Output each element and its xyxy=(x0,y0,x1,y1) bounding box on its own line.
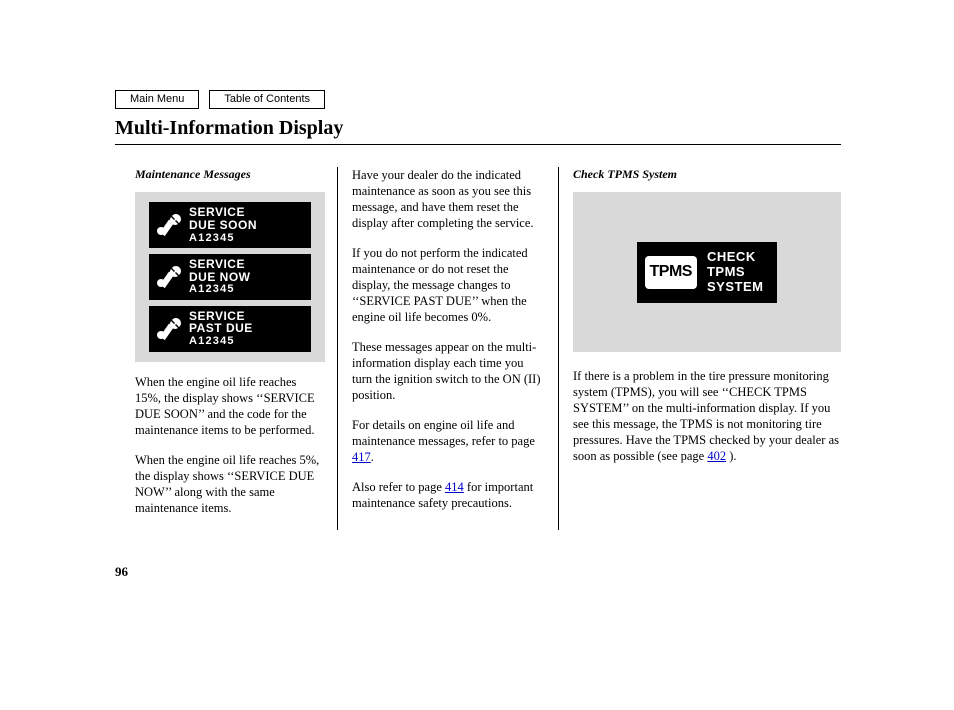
main-menu-button[interactable]: Main Menu xyxy=(115,90,199,109)
service-due-now-tile: SERVICE DUE NOW A12345 xyxy=(149,254,311,300)
column-3: Check TPMS System TPMS CHECK TPMS SYSTEM… xyxy=(559,167,841,530)
col2-p4b: . xyxy=(371,450,374,464)
heading-maintenance: Maintenance Messages xyxy=(135,167,325,182)
tpms-tile: TPMS CHECK TPMS SYSTEM xyxy=(637,242,778,303)
col2-p5: Also refer to page 414 for important mai… xyxy=(352,479,544,511)
content-columns: Maintenance Messages SERVICE DUE SOON A1… xyxy=(115,167,841,530)
svc-code: A12345 xyxy=(189,336,253,348)
column-2: Have your dealer do the indicated mainte… xyxy=(337,167,559,530)
toc-button[interactable]: Table of Contents xyxy=(209,90,325,109)
svc-line2: DUE NOW xyxy=(189,271,251,284)
page-link-414[interactable]: 414 xyxy=(445,480,464,494)
manual-page: Main Menu Table of Contents Multi-Inform… xyxy=(115,90,841,580)
service-past-due-tile: SERVICE PAST DUE A12345 xyxy=(149,306,311,352)
svc-line1: SERVICE xyxy=(189,258,251,271)
wrench-icon xyxy=(155,213,189,237)
col3-p1a: If there is a problem in the tire pressu… xyxy=(573,369,839,463)
title-rule xyxy=(115,144,841,145)
wrench-icon xyxy=(155,265,189,289)
svc-line2: DUE SOON xyxy=(189,219,257,232)
page-link-417[interactable]: 417 xyxy=(352,450,371,464)
service-due-soon-tile: SERVICE DUE SOON A12345 xyxy=(149,202,311,248)
col1-p2: When the engine oil life reaches 5%, the… xyxy=(135,452,325,516)
col3-p1: If there is a problem in the tire pressu… xyxy=(573,368,841,464)
service-text: SERVICE PAST DUE A12345 xyxy=(189,310,253,348)
service-display: SERVICE DUE SOON A12345 SERVICE DUE NOW … xyxy=(135,192,325,361)
tpms-msg-2: TPMS xyxy=(707,264,745,279)
col1-p1: When the engine oil life reaches 15%, th… xyxy=(135,374,325,438)
svc-code: A12345 xyxy=(189,284,251,296)
svc-code: A12345 xyxy=(189,233,257,245)
tpms-msg-1: CHECK xyxy=(707,249,756,264)
col2-p5a: Also refer to page xyxy=(352,480,445,494)
nav-bar: Main Menu Table of Contents xyxy=(115,90,841,109)
col2-p1: Have your dealer do the indicated mainte… xyxy=(352,167,544,231)
tpms-msg-3: SYSTEM xyxy=(707,279,763,294)
tpms-icon: TPMS xyxy=(645,256,697,288)
tpms-message: CHECK TPMS SYSTEM xyxy=(707,250,763,295)
tpms-display: TPMS CHECK TPMS SYSTEM xyxy=(573,192,841,352)
service-text: SERVICE DUE SOON A12345 xyxy=(189,206,257,244)
service-text: SERVICE DUE NOW A12345 xyxy=(189,258,251,296)
col3-p1b: ). xyxy=(726,449,736,463)
wrench-icon xyxy=(155,317,189,341)
heading-tpms: Check TPMS System xyxy=(573,167,841,182)
page-link-402[interactable]: 402 xyxy=(707,449,726,463)
page-number: 96 xyxy=(115,564,841,580)
page-title: Multi-Information Display xyxy=(115,117,841,140)
col2-p4: For details on engine oil life and maint… xyxy=(352,417,544,465)
svc-line2: PAST DUE xyxy=(189,322,253,335)
col2-p4a: For details on engine oil life and maint… xyxy=(352,418,535,448)
column-1: Maintenance Messages SERVICE DUE SOON A1… xyxy=(115,167,337,530)
col2-p3: These messages appear on the multi-infor… xyxy=(352,339,544,403)
col2-p2: If you do not perform the indicated main… xyxy=(352,245,544,325)
